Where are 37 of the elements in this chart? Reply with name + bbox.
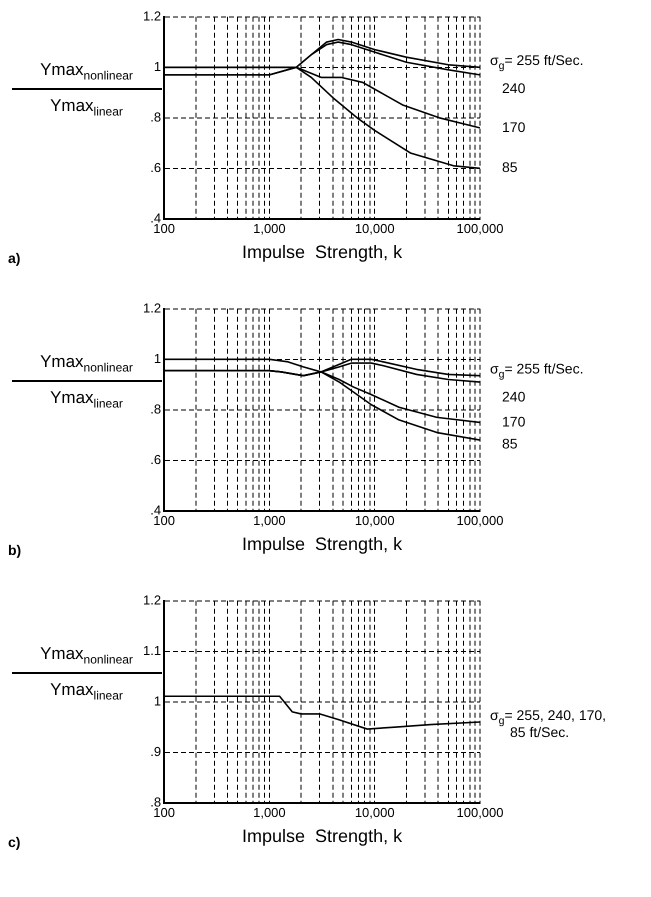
y-axis-title: Ymax$_{nonlinear}$ Ymax$_{linear}$ [40,60,133,119]
y-tick-label: .9 [150,744,162,759]
y-tick-label: .6 [150,452,162,467]
text: b) [8,542,22,558]
x-tick-label: 1,000 [253,513,286,528]
y-tick-label: 1 [154,350,162,366]
x-axis-title: Impulse Strength, k [242,826,404,846]
series-label: 85 [502,435,518,452]
series-label: 85 [502,159,518,176]
y-axis-title: Ymax$_{nonlinear}$ Ymax$_{linear}$ [40,644,133,703]
text: a) [8,250,20,266]
series-label: 170 [502,118,526,135]
x-axis-title: Impulse Strength, k [242,242,404,262]
y-tick-label: 1.2 [142,300,162,316]
x-tick-label: 100,000 [456,805,504,820]
y-tick-label: .6 [150,160,162,175]
series-label: 240 [502,388,526,405]
text: c) [8,834,20,850]
x-tick-label: 100,000 [456,513,504,528]
series-label: 170 [502,413,526,430]
y-tick-label: .8 [150,109,162,124]
x-tick-label: 10,000 [354,513,395,528]
x-tick-label: 10,000 [354,805,395,820]
x-tick-label: 1,000 [253,221,286,236]
y-tick-label: .8 [150,401,162,416]
x-axis-title: Impulse Strength, k [242,534,404,554]
y-tick-label: 1.2 [142,592,162,608]
x-tick-label: 1,000 [253,805,286,820]
x-tick-label: 10,000 [354,221,395,236]
y-tick-label: 1.1 [142,642,162,658]
y-tick-label: 1.2 [142,8,162,24]
y-axis-title: Ymax$_{nonlinear}$ Ymax$_{linear}$ [40,352,133,411]
y-tick-label: .8 [150,794,162,810]
series-label: 240 [502,80,526,96]
y-tick-label: 1 [154,58,162,74]
y-tick-label: 1 [154,693,162,708]
x-tick-label: 100,000 [456,221,504,236]
